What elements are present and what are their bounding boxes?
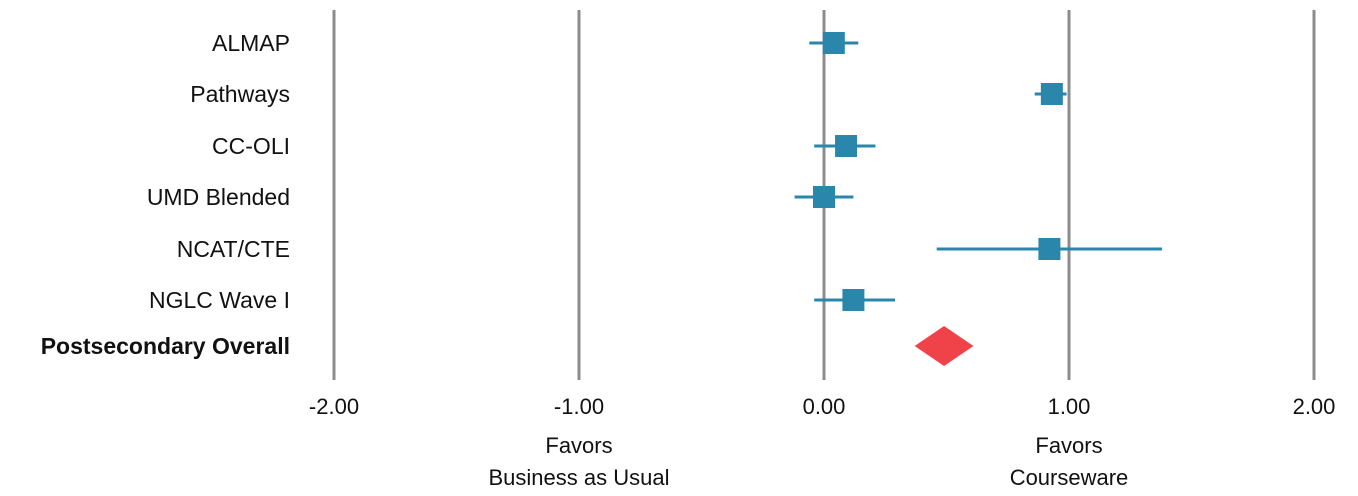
x-tick-label: 2.00: [1293, 394, 1336, 419]
study-rows: ALMAP Pathways CC-OLI UMD Blended NCAT/CTE NG…: [147, 30, 1163, 313]
study-row: CC-OLI: [212, 133, 876, 159]
effect-size-marker: [822, 32, 845, 54]
effect-size-marker: [835, 135, 858, 157]
x-tick-label: -2.00: [309, 394, 359, 419]
study-row: Pathways: [190, 81, 1067, 107]
study-label: NGLC Wave I: [149, 287, 290, 313]
study-label: Pathways: [190, 81, 290, 107]
direction-label-line: Favors: [1035, 433, 1102, 458]
direction-label-line: Favors: [545, 433, 612, 458]
overall-row: Postsecondary Overall: [41, 326, 974, 366]
study-row: ALMAP: [212, 30, 859, 56]
direction-label: Favors Courseware: [1010, 433, 1129, 490]
effect-size-marker: [842, 289, 865, 311]
direction-label: Favors Business as Usual: [489, 433, 670, 490]
x-tick-label: 1.00: [1048, 394, 1091, 419]
effect-size-marker: [1040, 83, 1063, 105]
effect-size-marker: [1038, 238, 1061, 260]
study-row: NCAT/CTE: [177, 236, 1163, 262]
study-label: CC-OLI: [212, 133, 290, 159]
study-label: NCAT/CTE: [177, 236, 290, 262]
study-row: NGLC Wave I: [149, 287, 896, 313]
direction-labels: Favors Business as Usual Favors Courseware: [489, 433, 1129, 490]
x-tick-label: -1.00: [554, 394, 604, 419]
x-axis: -2.00 -1.00 0.00 1.00 2.00: [309, 394, 1335, 419]
overall-row-group: Postsecondary Overall: [41, 326, 974, 366]
study-label: ALMAP: [212, 30, 290, 56]
effect-size-marker: [813, 186, 835, 208]
direction-label-line: Business as Usual: [489, 465, 670, 490]
study-row: UMD Blended: [147, 184, 854, 210]
study-label: UMD Blended: [147, 184, 290, 210]
overall-label: Postsecondary Overall: [41, 333, 290, 359]
direction-label-line: Courseware: [1010, 465, 1129, 490]
x-tick-label: 0.00: [803, 394, 846, 419]
overall-diamond: [914, 326, 974, 366]
